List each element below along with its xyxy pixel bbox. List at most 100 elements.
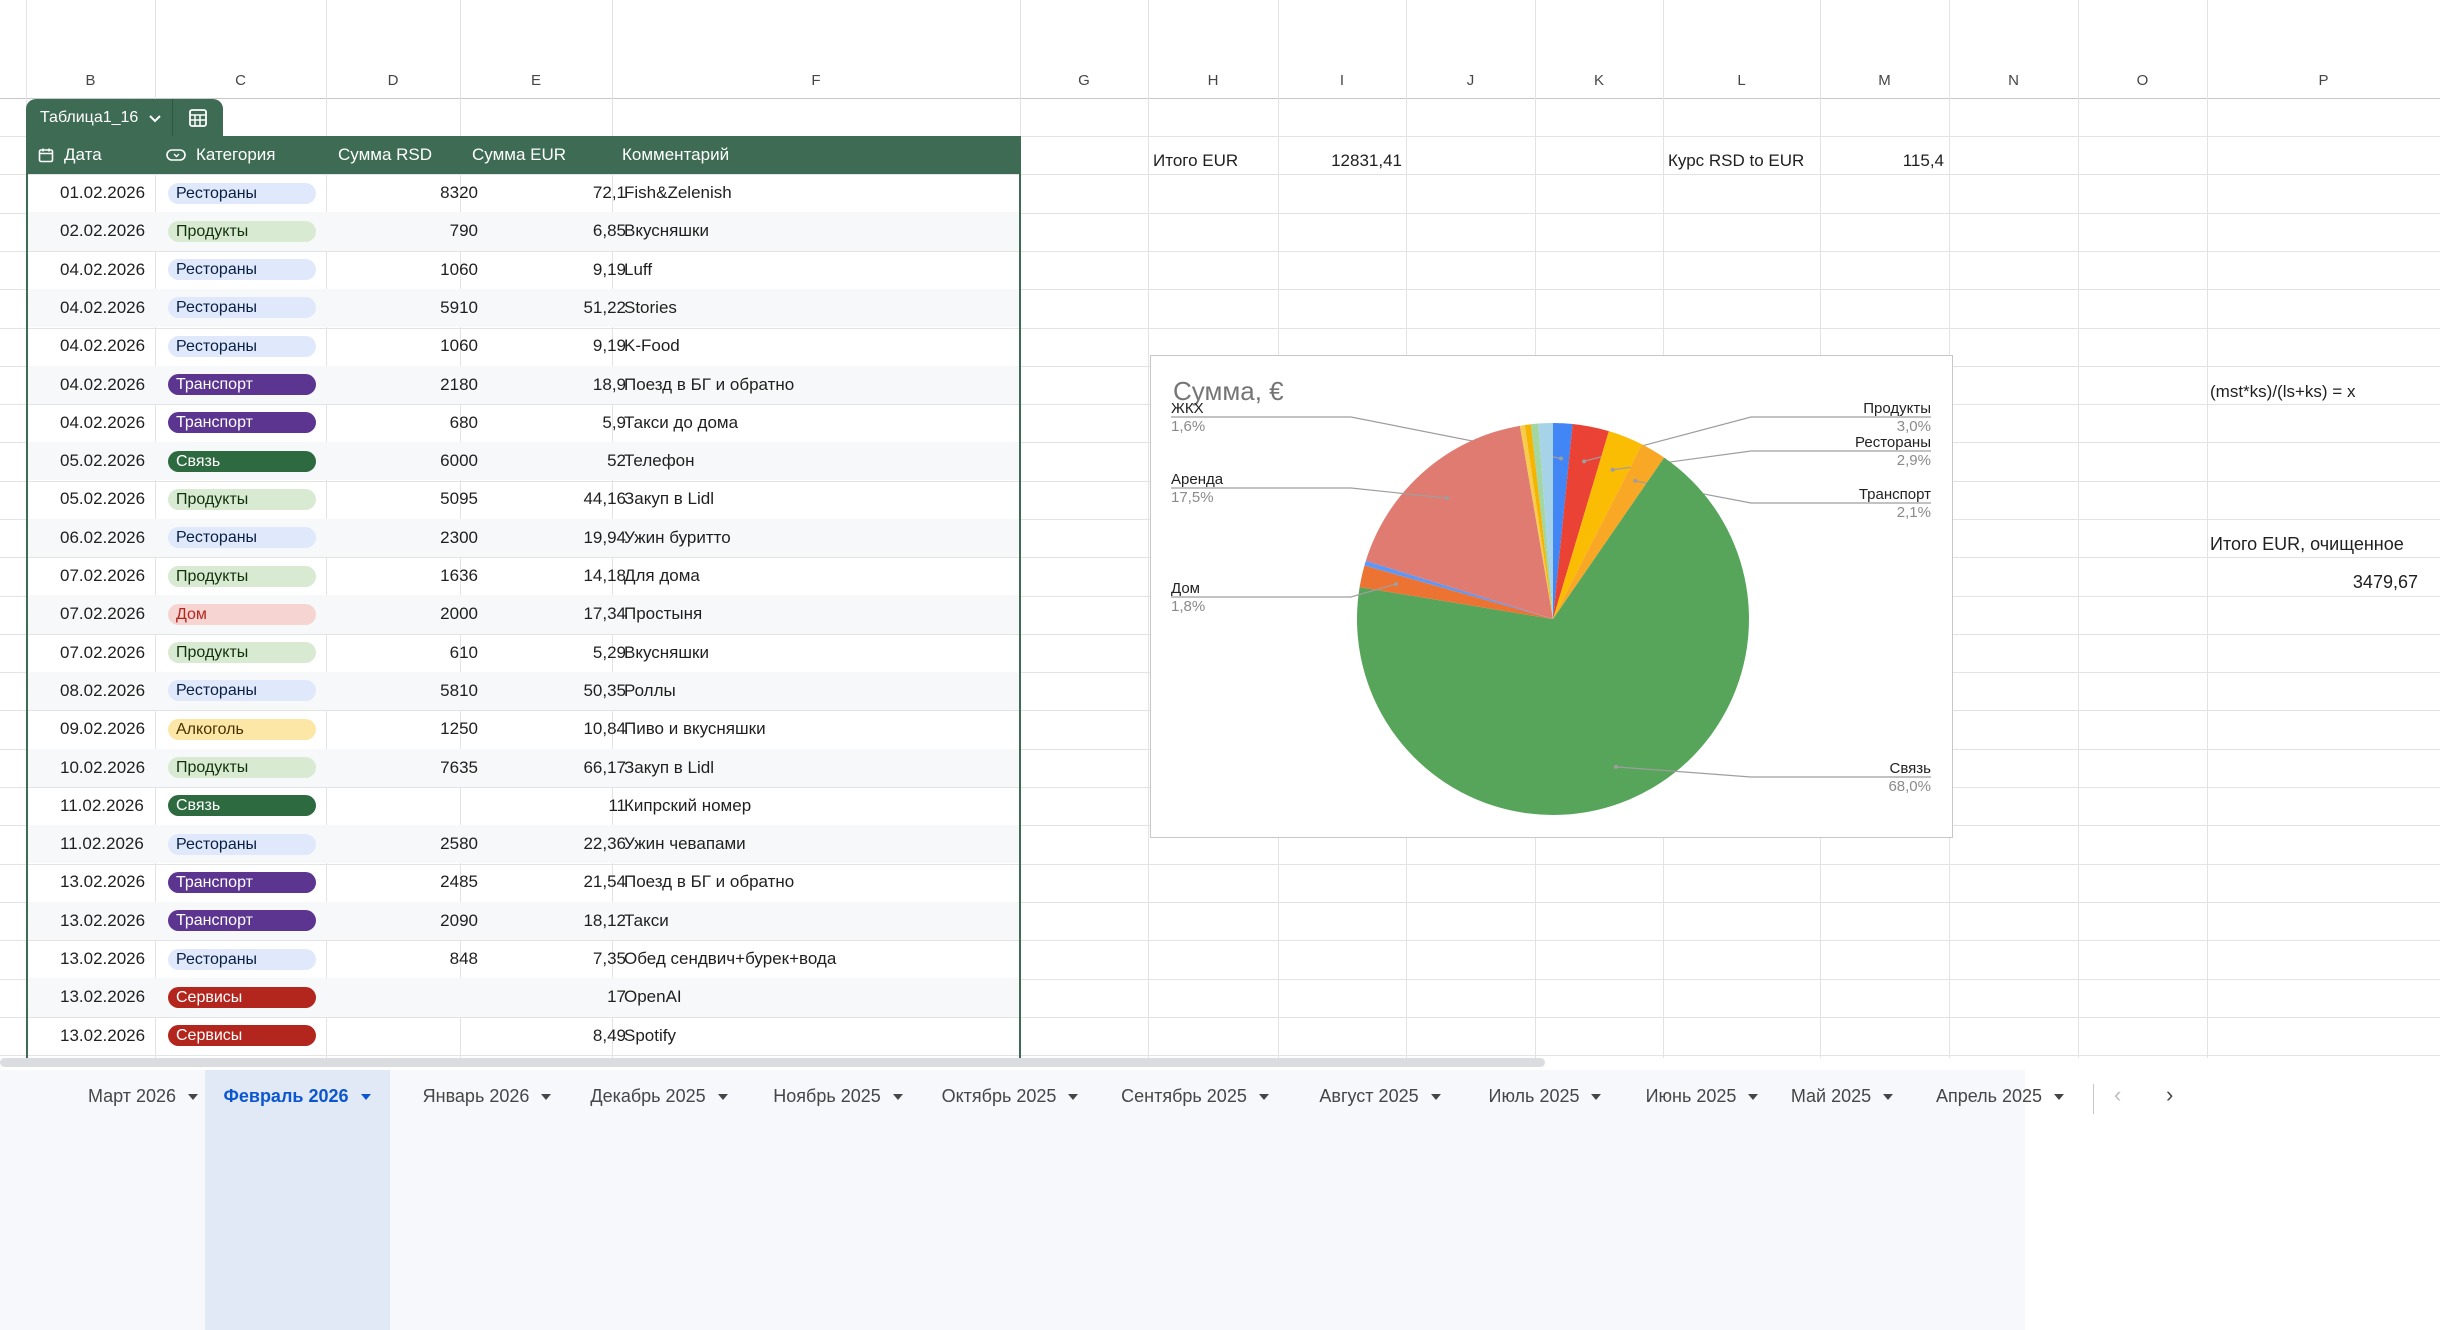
clean-total-label[interactable]: Итого EUR, очищенное xyxy=(2210,534,2404,554)
category-cell[interactable]: Алкоголь xyxy=(168,710,316,748)
comment-cell[interactable]: Spotify xyxy=(624,1025,676,1045)
amount-eur-cell[interactable]: 14,18 xyxy=(583,566,626,585)
comment-cell[interactable]: Luff xyxy=(624,259,653,279)
date-cell[interactable]: 10.02.2026 xyxy=(60,757,146,777)
category-chip[interactable]: Рестораны xyxy=(168,182,316,204)
amount-rsd-cell[interactable]: 8320 xyxy=(440,183,478,202)
amount-rsd-cell[interactable]: 2580 xyxy=(440,834,478,854)
category-chip[interactable]: Рестораны xyxy=(168,833,316,855)
sheet-tab[interactable]: Сентябрь 2025 xyxy=(1120,1070,1270,1330)
chevron-left-icon[interactable]: ‹ xyxy=(2114,1082,2122,1107)
column-header-g[interactable]: G xyxy=(1078,72,1090,89)
comment-cell[interactable]: Вкусняшки xyxy=(624,642,709,662)
pie-chart[interactable]: Сумма, € ЖКХ 1,6% Продукты 3,0% Рестораны 2,9… xyxy=(1150,355,1953,838)
caret-down-icon[interactable] xyxy=(1748,1093,1759,1100)
date-cell[interactable]: 07.02.2026 xyxy=(60,642,146,662)
table-row[interactable]: 07.02.2026 Продукты 610 5,29 Вкусняшки xyxy=(28,634,1019,672)
sheet-tab[interactable]: Июнь 2025 xyxy=(1627,1070,1777,1330)
category-cell[interactable]: Продукты xyxy=(168,212,316,250)
amount-rsd-cell[interactable]: 5810 xyxy=(440,680,478,700)
amount-rsd-cell[interactable] xyxy=(228,787,478,825)
comment-cell[interactable]: Для дома xyxy=(624,566,700,585)
comment-cell[interactable]: OpenAI xyxy=(624,987,682,1007)
table-name-tab[interactable]: Таблица1_16 xyxy=(26,99,224,136)
sheet-tab[interactable]: Май 2025 xyxy=(1767,1070,1917,1330)
table-row[interactable]: 04.02.2026 Рестораны 1060 9,19 K-Food xyxy=(28,327,1019,365)
pie-slice[interactable] xyxy=(1524,424,1553,619)
date-cell[interactable]: 08.02.2026 xyxy=(60,680,146,700)
amount-eur-cell[interactable]: 9,19 xyxy=(592,336,626,356)
date-cell[interactable]: 13.02.2026 xyxy=(60,987,146,1007)
amount-eur-cell[interactable]: 18,12 xyxy=(583,910,626,930)
date-cell[interactable]: 04.02.2026 xyxy=(60,412,146,432)
date-cell[interactable]: 04.02.2026 xyxy=(60,374,146,394)
date-cell[interactable]: 06.02.2026 xyxy=(60,527,146,547)
caret-down-icon[interactable] xyxy=(1430,1093,1441,1100)
amount-eur-cell[interactable]: 44,16 xyxy=(583,489,626,509)
amount-rsd-cell[interactable]: 848 xyxy=(449,949,478,968)
amount-rsd-cell[interactable]: 680 xyxy=(449,412,478,432)
table-row[interactable]: 13.02.2026 Транспорт 2485 21,54 Поезд в БГ и… xyxy=(28,863,1019,901)
amount-eur-cell[interactable]: 72,1 xyxy=(592,183,626,202)
category-chip[interactable]: Продукты xyxy=(168,220,316,242)
date-cell[interactable]: 13.02.2026 xyxy=(60,1025,146,1045)
amount-rsd-cell[interactable]: 2485 xyxy=(440,872,478,892)
amount-rsd-cell[interactable]: 1250 xyxy=(440,719,478,739)
amount-rsd-cell[interactable]: 1060 xyxy=(440,259,478,279)
table-row[interactable]: 01.02.2026 Рестораны 8320 72,1 Fish&Zelenish xyxy=(28,174,1019,212)
category-cell[interactable]: Транспорт xyxy=(168,863,316,901)
category-cell[interactable]: Дом xyxy=(168,595,316,633)
category-chip[interactable]: Сервисы xyxy=(168,986,316,1008)
formula-note[interactable]: (mst*ks)/(ls+ks) = x xyxy=(2210,382,2356,401)
header-category[interactable]: Категория xyxy=(166,136,275,174)
amount-eur-cell[interactable]: 50,35 xyxy=(583,680,626,700)
category-cell[interactable]: Продукты xyxy=(168,557,316,595)
date-cell[interactable]: 04.02.2026 xyxy=(60,297,146,317)
comment-cell[interactable]: K-Food xyxy=(624,336,680,356)
amount-rsd-cell[interactable]: 5095 xyxy=(440,489,478,509)
category-chip[interactable]: Транспорт xyxy=(168,871,316,893)
header-date[interactable]: Дата xyxy=(38,136,102,174)
amount-rsd-cell[interactable]: 610 xyxy=(449,642,478,662)
column-header-f[interactable]: F xyxy=(811,72,821,89)
category-cell[interactable]: Рестораны xyxy=(168,940,316,978)
amount-eur-cell[interactable]: 11 xyxy=(608,795,626,815)
column-header-k[interactable]: K xyxy=(1593,72,1604,89)
category-cell[interactable]: Рестораны xyxy=(168,519,316,557)
sheet-tab[interactable]: Январь 2026 xyxy=(412,1070,562,1330)
column-header-h[interactable]: H xyxy=(1207,72,1219,89)
category-chip[interactable]: Продукты xyxy=(168,488,316,510)
horizontal-scrollbar[interactable] xyxy=(0,1058,1545,1067)
category-cell[interactable]: Рестораны xyxy=(168,672,316,710)
category-chip[interactable]: Продукты xyxy=(168,757,316,778)
category-chip[interactable]: Рестораны xyxy=(168,680,316,702)
amount-eur-cell[interactable]: 6,85 xyxy=(592,221,626,241)
category-chip[interactable]: Транспорт xyxy=(168,910,316,932)
amount-rsd-cell[interactable]: 6000 xyxy=(440,451,478,471)
amount-eur-cell[interactable]: 9,19 xyxy=(592,259,626,279)
comment-cell[interactable]: Телефон xyxy=(624,451,695,471)
caret-down-icon[interactable] xyxy=(2054,1093,2065,1100)
amount-rsd-cell[interactable]: 2300 xyxy=(440,527,478,547)
amount-eur-cell[interactable]: 17 xyxy=(607,987,626,1007)
amount-rsd-cell[interactable]: 790 xyxy=(449,221,478,241)
amount-rsd-cell[interactable]: 7635 xyxy=(440,757,478,777)
header-eur[interactable]: Сумма EUR xyxy=(472,136,566,174)
date-cell[interactable]: 07.02.2026 xyxy=(60,566,146,585)
table-row[interactable]: 07.02.2026 Дом 2000 17,34 Простыня xyxy=(28,595,1019,634)
sheet-tab[interactable]: Март 2026 xyxy=(68,1070,218,1330)
table-row[interactable]: 11.02.2026 Рестораны 2580 22,36 Ужин чевапам… xyxy=(28,825,1019,864)
table-row[interactable]: 07.02.2026 Продукты 1636 14,18 Для дома xyxy=(28,557,1019,595)
caret-down-icon[interactable] xyxy=(1883,1093,1894,1100)
sheet-tab[interactable]: Июль 2025 xyxy=(1470,1070,1620,1330)
table-row[interactable]: 13.02.2026 Сервисы 8,49 Spotify xyxy=(28,1017,1019,1055)
amount-eur-cell[interactable]: 5,29 xyxy=(592,642,626,662)
caret-down-icon[interactable] xyxy=(360,1093,371,1100)
pie-slice[interactable] xyxy=(1538,423,1553,619)
category-chip[interactable]: Связь xyxy=(168,795,316,817)
table-row[interactable]: 13.02.2026 Транспорт 2090 18,12 Такси xyxy=(28,901,1019,940)
date-cell[interactable]: 09.02.2026 xyxy=(60,719,146,739)
table-row[interactable]: 13.02.2026 Рестораны 848 7,35 Обед сендвич+… xyxy=(28,940,1019,978)
comment-cell[interactable]: Кипрский номер xyxy=(624,795,752,815)
comment-cell[interactable]: Вкусняшки xyxy=(624,221,709,241)
